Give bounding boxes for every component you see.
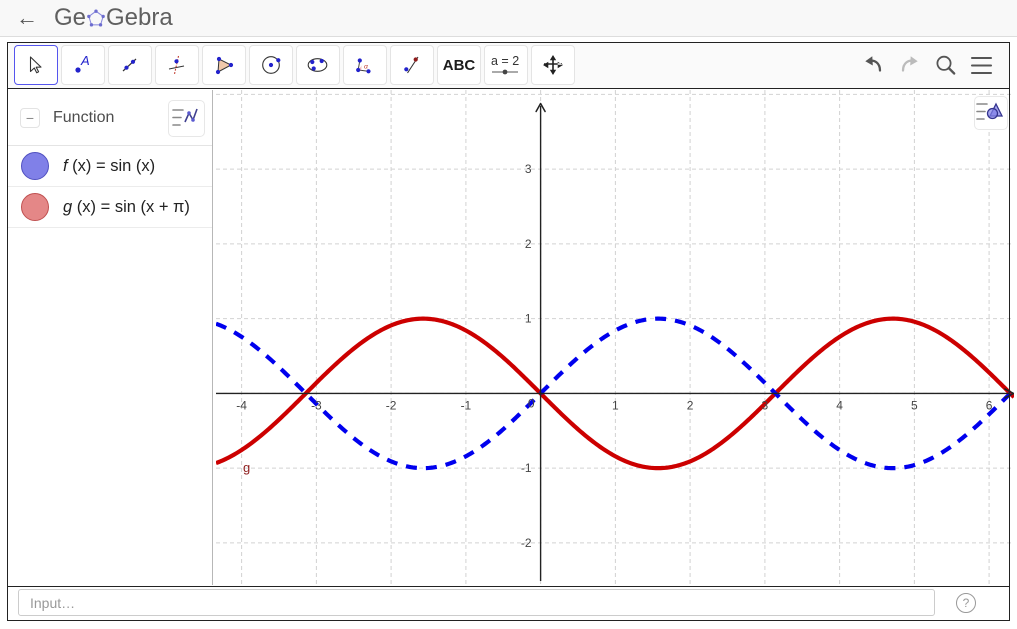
svg-text:1: 1	[612, 398, 619, 412]
svg-text:1: 1	[525, 312, 532, 326]
svg-text:A: A	[80, 54, 90, 68]
svg-text:4: 4	[836, 398, 843, 412]
svg-text:2: 2	[687, 398, 694, 412]
svg-text:3: 3	[525, 162, 532, 176]
svg-text:-1: -1	[521, 461, 532, 475]
svg-text:a = 2: a = 2	[491, 54, 519, 68]
svg-text:0: 0	[528, 396, 535, 410]
svg-text:-1: -1	[461, 398, 472, 412]
svg-text:5: 5	[911, 398, 918, 412]
svg-text:3: 3	[762, 398, 769, 412]
svg-text:-4: -4	[236, 398, 247, 412]
svg-text:-2: -2	[521, 536, 532, 550]
svg-text:-2: -2	[386, 398, 397, 412]
svg-text:g: g	[243, 460, 250, 475]
svg-text:-3: -3	[311, 398, 322, 412]
svg-text:6: 6	[986, 398, 993, 412]
svg-text:2: 2	[525, 237, 532, 251]
